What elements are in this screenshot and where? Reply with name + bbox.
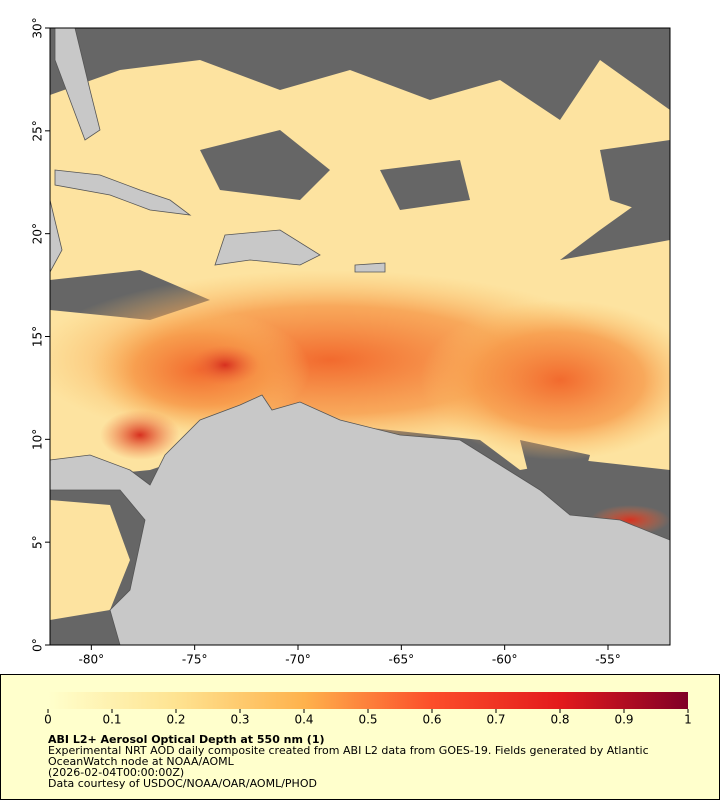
caption-line: Data courtesy of USDOC/NOAA/OAR/AOML/PHO…: [48, 777, 317, 790]
y-tick-label: 30°: [31, 17, 45, 38]
colorbar-tick-label: 0.1: [102, 713, 121, 727]
x-tick-label: -75°: [182, 653, 208, 667]
x-tick-label: -80°: [79, 653, 105, 667]
colorbar-tick-label: 0.4: [294, 713, 313, 727]
colorbar-tick-label: 0.7: [486, 713, 505, 727]
colorbar-tick-label: 0.6: [422, 713, 441, 727]
y-tick-label: 5°: [31, 535, 45, 549]
x-tick-label: -65°: [389, 653, 415, 667]
x-tick-label: -70°: [285, 653, 311, 667]
caption-line: Experimental NRT AOD daily composite cre…: [48, 744, 649, 757]
x-tick-label: -55°: [595, 653, 621, 667]
y-tick-label: 20°: [31, 223, 45, 244]
map-image: [50, 28, 670, 645]
y-tick-label: 0°: [31, 638, 45, 652]
y-tick-label: 15°: [31, 326, 45, 347]
colorbar-tick-label: 0.2: [166, 713, 185, 727]
caption-title: ABI L2+ Aerosol Optical Depth at 550 nm …: [48, 733, 325, 746]
caption-line: OceanWatch node at NOAA/AOML: [48, 755, 235, 768]
colorbar: [48, 692, 688, 709]
caption-line: (2026-02-04T00:00:00Z): [48, 766, 184, 779]
x-tick-label: -60°: [492, 653, 518, 667]
y-tick-label: 25°: [31, 120, 45, 141]
colorbar-tick-label: 1: [684, 713, 692, 727]
colorbar-tick-label: 0.8: [550, 713, 569, 727]
colorbar-tick-label: 0.5: [358, 713, 377, 727]
y-tick-label: 10°: [31, 429, 45, 450]
colorbar-tick-label: 0: [44, 713, 52, 727]
colorbar-tick-label: 0.3: [230, 713, 249, 727]
colorbar-tick-label: 0.9: [614, 713, 633, 727]
